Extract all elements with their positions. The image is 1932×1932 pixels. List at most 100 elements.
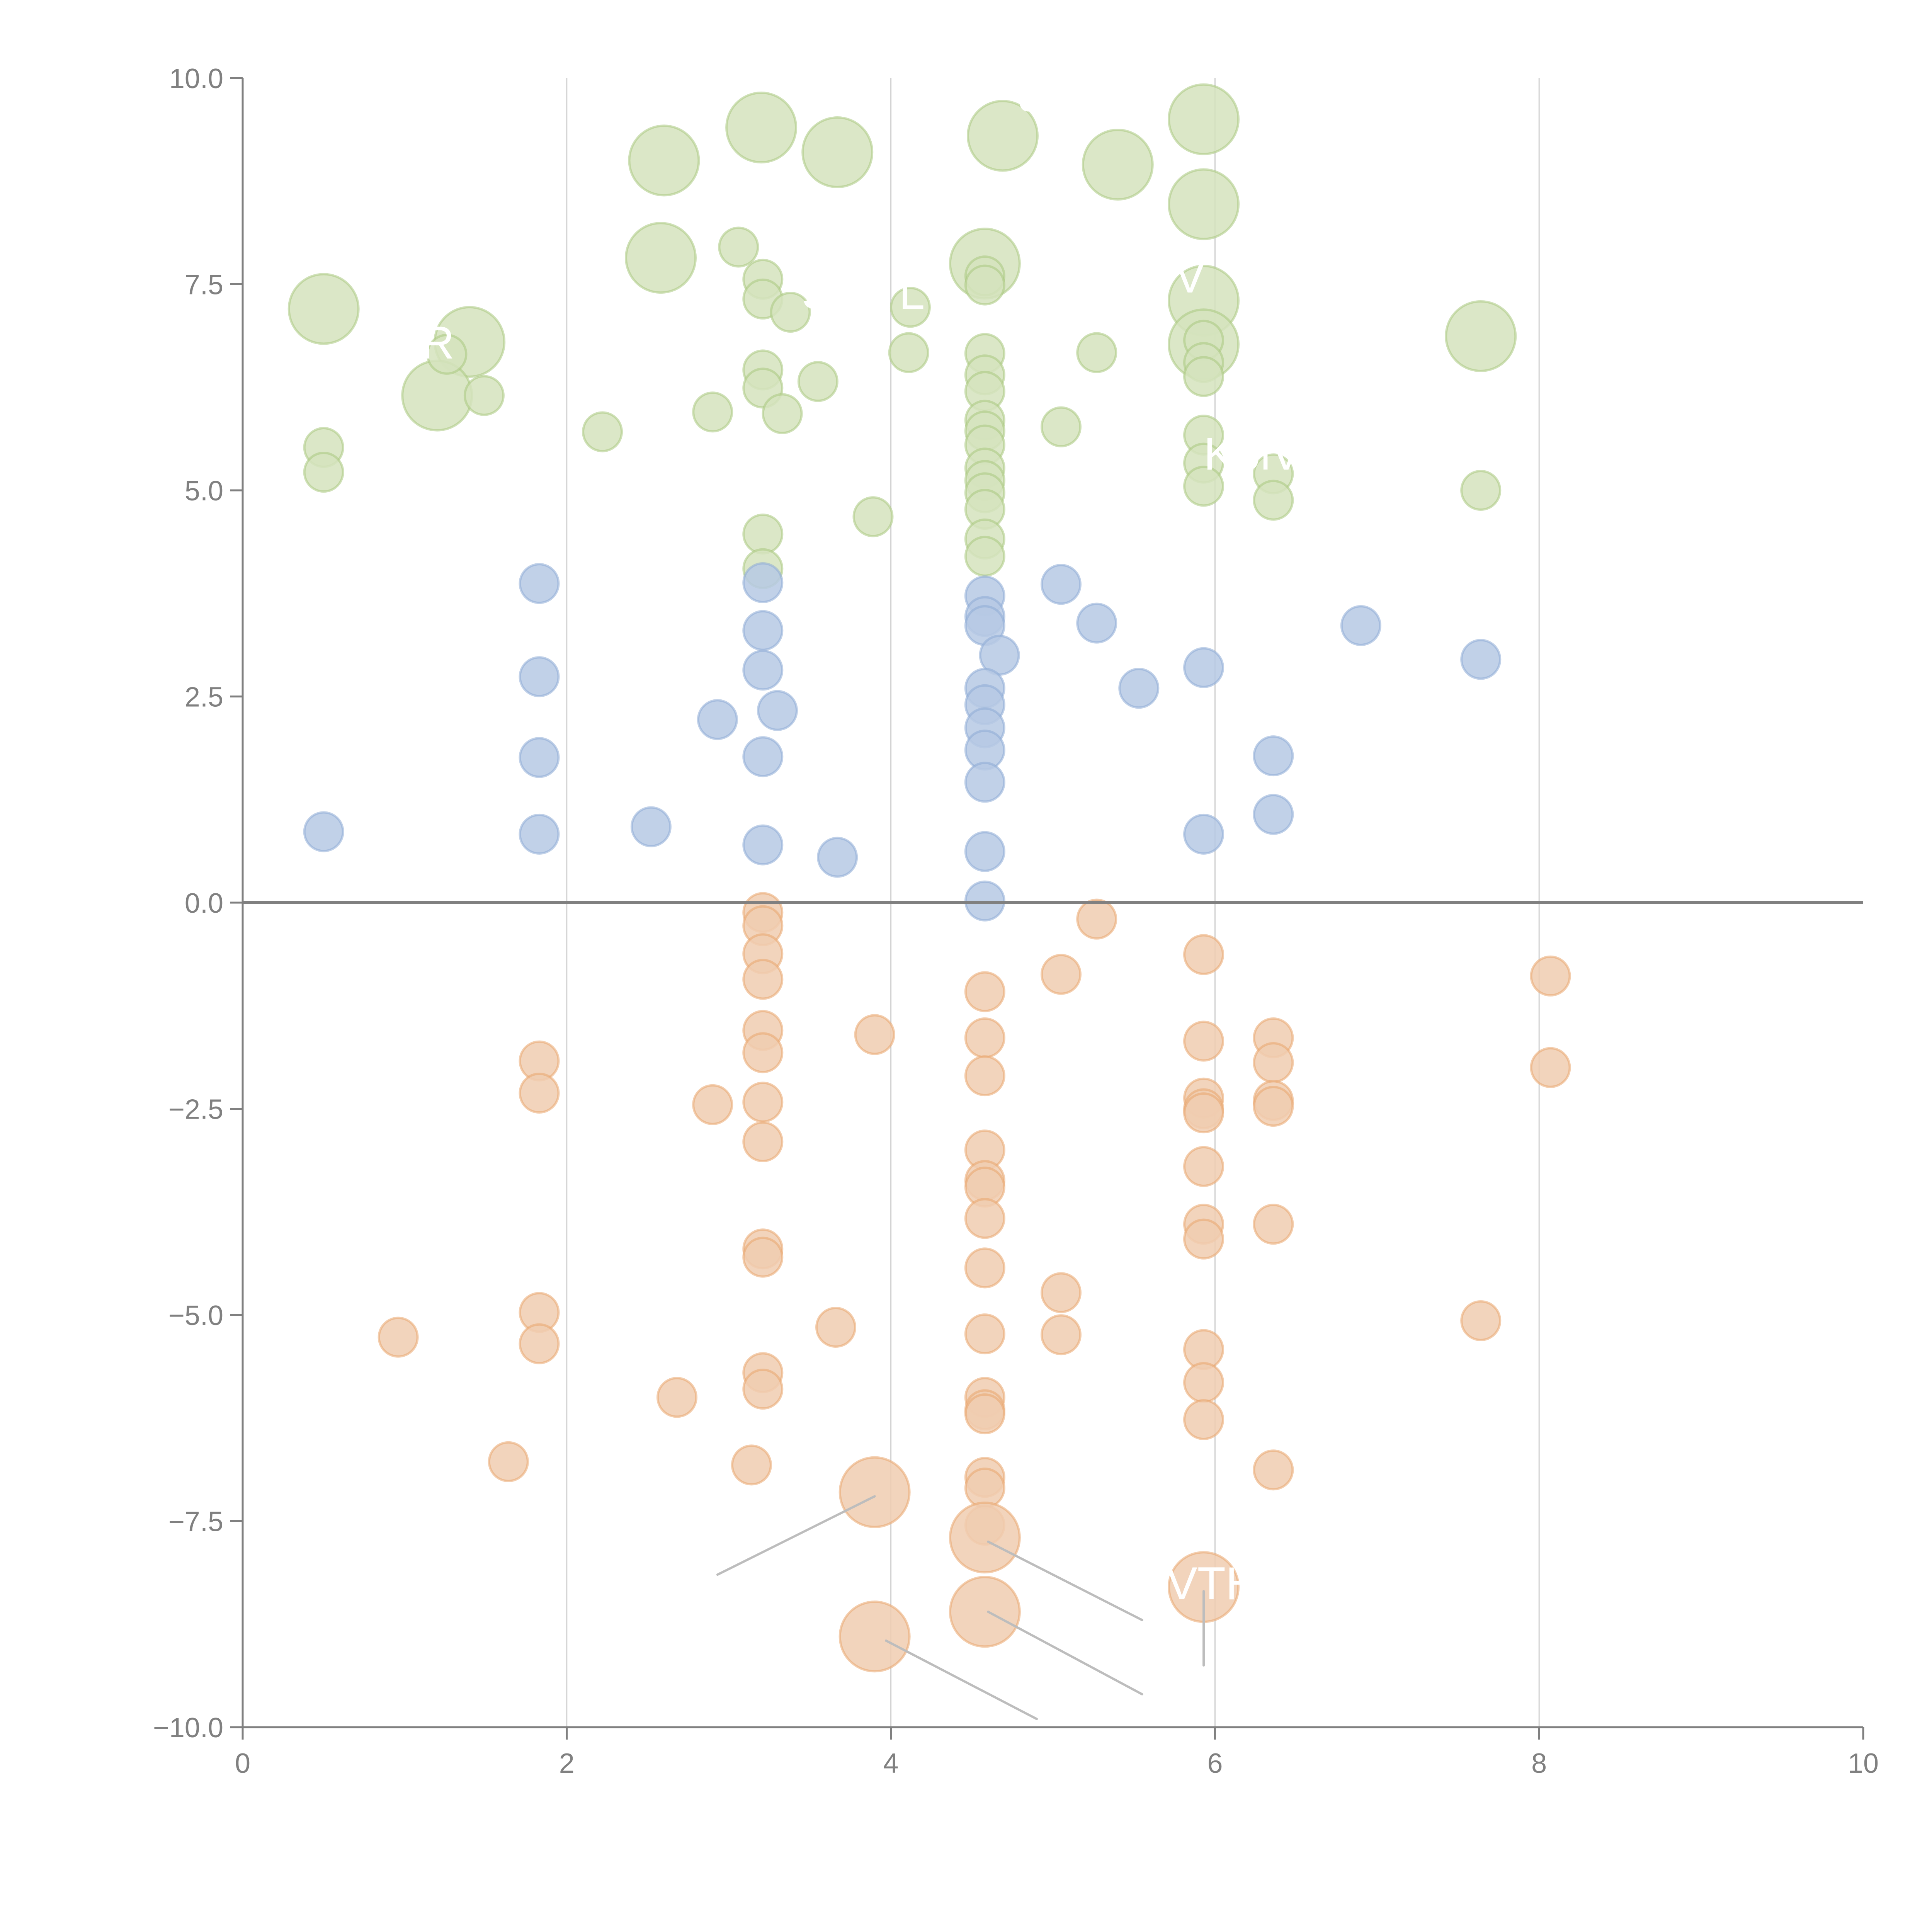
bubble-high — [303, 452, 344, 493]
bubble-low — [1040, 1272, 1082, 1313]
bubble-low — [838, 1456, 911, 1528]
y-tick-label: 2.5 — [185, 682, 223, 713]
bubble-low — [1183, 1399, 1225, 1440]
bubble-low — [692, 1084, 733, 1125]
bubble-mid — [742, 610, 784, 651]
bubble-low — [964, 971, 1005, 1012]
bubble-mid — [519, 813, 560, 855]
bubble-low — [949, 1502, 1021, 1574]
bubble-low — [1460, 1300, 1502, 1341]
y-tick-label: −10.0 — [153, 1713, 223, 1743]
bubble-low — [964, 1198, 1005, 1239]
annotation-leaders — [716, 1495, 1205, 1720]
bubble-low — [731, 1444, 772, 1486]
bubbles — [287, 83, 1571, 1673]
bubble-low — [1183, 934, 1225, 975]
bubble-high — [692, 391, 733, 433]
bubble-high — [1183, 356, 1225, 397]
x-tick-label: 6 — [1207, 1748, 1223, 1779]
bubble-low — [854, 1014, 895, 1055]
bubble-low — [378, 1316, 419, 1358]
bubble-high — [742, 514, 784, 555]
bubble-low — [964, 1393, 1005, 1435]
bubble-low — [964, 1017, 1005, 1058]
annotation-leader — [987, 1540, 1143, 1621]
y-tick-label: −2.5 — [168, 1094, 223, 1125]
bubble-low — [519, 1072, 560, 1114]
bubble-high — [628, 124, 700, 197]
bubble-low — [1040, 954, 1082, 995]
bubble-low — [742, 1236, 784, 1278]
annotation-leader — [716, 1495, 876, 1576]
bubble-low — [519, 1323, 560, 1364]
bubble-low — [949, 1576, 1021, 1648]
bubble-mid — [742, 824, 784, 866]
x-tick-label: 8 — [1531, 1748, 1547, 1779]
bubble-low — [1253, 1086, 1294, 1127]
bubble-low — [742, 959, 784, 1000]
bubble-low — [1183, 1020, 1225, 1062]
bubble-mid — [742, 562, 784, 604]
annotation-label: ω — [1017, 69, 1054, 121]
bubble-high — [1253, 480, 1294, 521]
bubble-high — [1168, 168, 1240, 240]
bubble-high — [426, 333, 468, 375]
bubble-high — [964, 536, 1005, 577]
bubble-low — [742, 1369, 784, 1410]
bubble-high — [1460, 470, 1502, 511]
bubble-high — [889, 287, 931, 328]
bubble-mid — [1253, 794, 1294, 835]
bubble-mid — [697, 699, 738, 740]
bubble-low — [964, 1468, 1005, 1509]
bubble-mid — [1340, 605, 1381, 646]
axes: 0 2 4 6 8 10 10.0 7.5 5.0 2.5 0.0 −2.5 −5.0 −7.5 −10.0 — [153, 63, 1879, 1779]
x-tick-label: 4 — [883, 1748, 899, 1779]
annotation-label: V — [1175, 251, 1206, 303]
x-tick-label: 0 — [235, 1748, 250, 1779]
bubble-mid — [303, 811, 344, 852]
bubble-high — [888, 332, 929, 373]
annotation-label: VTH — [1167, 1558, 1259, 1609]
bubble-low — [815, 1307, 857, 1348]
bubble-low — [1530, 955, 1571, 997]
bubble-low — [656, 1377, 697, 1418]
bubble-mid — [519, 563, 560, 604]
bubble-mid — [742, 650, 784, 691]
y-tick-label: 0.0 — [185, 888, 223, 919]
bubble-mid — [1118, 668, 1160, 709]
bubble-high — [725, 92, 798, 164]
bubble-mid — [1460, 639, 1502, 680]
bubble-low — [964, 1313, 1005, 1355]
bubble-mid — [1040, 564, 1082, 605]
bubble-mid — [630, 806, 672, 847]
bubble-high — [1445, 300, 1517, 372]
bubble-mid — [964, 831, 1005, 872]
bubble-high — [718, 226, 759, 268]
bubble-low — [1530, 1047, 1571, 1088]
bubble-high — [1082, 129, 1154, 201]
y-tick-label: 5.0 — [185, 476, 223, 507]
bubble-low — [1253, 1449, 1294, 1491]
bubble-low — [1253, 1204, 1294, 1245]
bubble-high — [770, 292, 811, 333]
annotations: R S Lω V KolV VTH — [421, 69, 1301, 1609]
bubble-low — [838, 1600, 911, 1673]
bubble-low — [742, 1082, 784, 1123]
bubble-mid — [1253, 735, 1294, 777]
y-tick-label: 10.0 — [169, 63, 223, 94]
annotation-leader — [987, 1611, 1143, 1696]
bubble-low — [742, 1032, 784, 1073]
annotation-leader — [885, 1639, 1038, 1720]
bubble-high — [1183, 466, 1225, 507]
bubble-mid — [742, 736, 784, 777]
bubble-low — [1183, 1092, 1225, 1134]
bubble-low — [1183, 1146, 1225, 1187]
bubble-low — [1040, 1314, 1082, 1355]
bubble-mid — [519, 656, 560, 697]
bubble-mid — [1183, 647, 1225, 688]
bubble-high — [801, 116, 874, 189]
bubble-mid — [1183, 813, 1225, 855]
bubble-high — [287, 273, 360, 345]
bubble-high — [966, 100, 1039, 172]
